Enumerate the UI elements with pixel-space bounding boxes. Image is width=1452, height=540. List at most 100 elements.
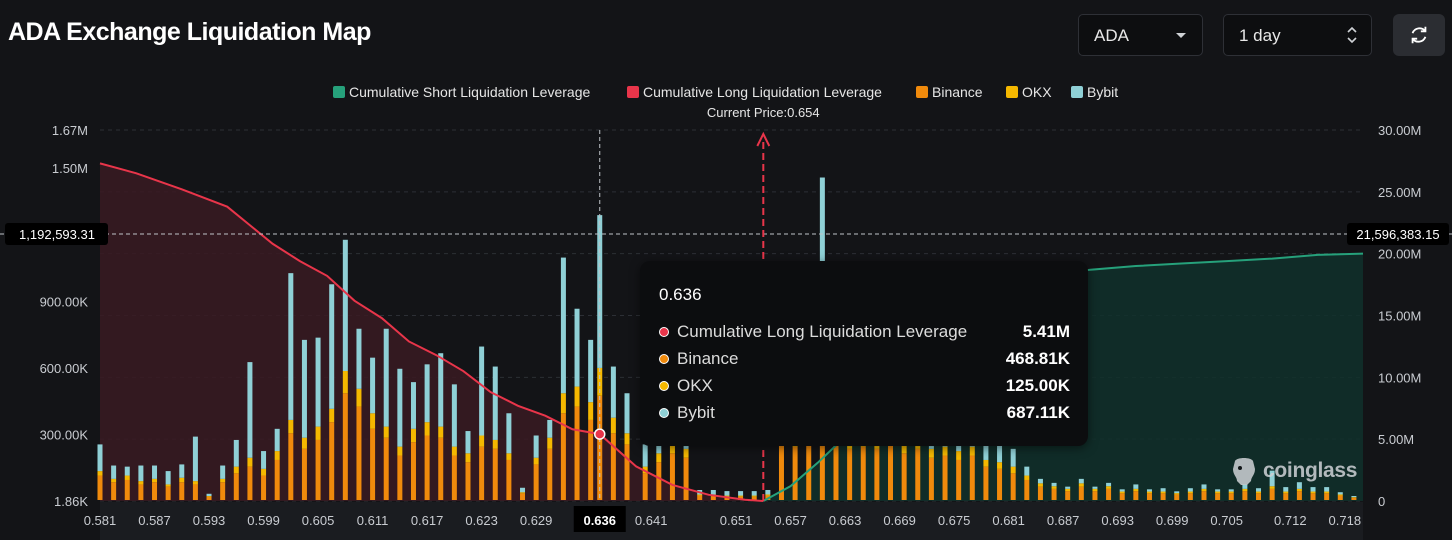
bar-binance bbox=[370, 428, 376, 500]
tooltip-row-name: Bybit bbox=[677, 403, 715, 422]
bar-binance bbox=[1283, 493, 1289, 500]
bar-binance bbox=[383, 437, 389, 500]
bar-bybit bbox=[301, 339, 307, 438]
bar-okx bbox=[179, 477, 185, 483]
bar-bybit bbox=[220, 465, 226, 479]
bar-okx bbox=[410, 428, 416, 443]
bar-okx bbox=[274, 451, 280, 460]
bar-binance bbox=[1146, 493, 1152, 500]
bar-bybit bbox=[751, 491, 757, 496]
x-tick-label: 0.669 bbox=[883, 513, 916, 528]
bar-okx bbox=[111, 478, 117, 483]
bar-okx bbox=[1078, 483, 1084, 487]
bar-okx bbox=[901, 443, 907, 454]
tooltip-title: 0.636 bbox=[659, 285, 702, 304]
bar-okx bbox=[479, 435, 485, 447]
x-tick-label: 0.605 bbox=[302, 513, 335, 528]
bar-bybit bbox=[610, 366, 616, 418]
bar-okx bbox=[261, 468, 267, 476]
x-tick-label: 0.651 bbox=[720, 513, 753, 528]
bar-okx bbox=[751, 495, 757, 497]
long-liquidation-area bbox=[100, 163, 764, 501]
bar-okx bbox=[206, 495, 212, 497]
tooltip-row-value: 468.81K bbox=[1005, 349, 1070, 368]
bar-bybit bbox=[233, 439, 239, 467]
bar-bybit bbox=[1187, 488, 1193, 492]
bar-bybit bbox=[1324, 487, 1330, 492]
bar-okx bbox=[1283, 491, 1289, 494]
legend-label: Bybit bbox=[1087, 84, 1118, 100]
bar-okx bbox=[560, 393, 566, 414]
y-left-tick-label: 1.86K bbox=[54, 494, 88, 509]
crosshair-left-value: 1,192,593.31 bbox=[19, 227, 95, 242]
bar-binance bbox=[833, 444, 839, 500]
bar-okx bbox=[329, 408, 335, 423]
bar-okx bbox=[1310, 491, 1316, 494]
bar-binance bbox=[1065, 491, 1071, 500]
bar-binance bbox=[983, 466, 989, 500]
bar-binance bbox=[860, 446, 866, 500]
bar-binance bbox=[697, 495, 703, 500]
refresh-button[interactable] bbox=[1393, 14, 1445, 56]
bar-binance bbox=[642, 473, 648, 500]
legend-label: Cumulative Long Liquidation Leverage bbox=[643, 84, 882, 100]
x-tick-label: 0.705 bbox=[1210, 513, 1243, 528]
x-tick-label: 0.599 bbox=[247, 513, 280, 528]
bar-binance bbox=[997, 468, 1003, 500]
bar-binance bbox=[206, 496, 212, 500]
bar-bybit bbox=[1201, 484, 1207, 489]
range-select[interactable]: 1 day bbox=[1223, 14, 1372, 56]
bar-binance bbox=[1037, 486, 1043, 500]
bar-bybit bbox=[1283, 487, 1289, 492]
bar-binance bbox=[138, 484, 144, 500]
bar-okx bbox=[138, 481, 144, 485]
y-right-tick-label: 25.00M bbox=[1378, 185, 1421, 200]
bar-binance bbox=[220, 482, 226, 500]
tooltip-row-value: 125.00K bbox=[1005, 376, 1070, 395]
bar-binance bbox=[438, 437, 444, 500]
coinglass-logo-icon bbox=[1233, 458, 1255, 485]
bar-bybit bbox=[1256, 488, 1262, 492]
x-tick-label: 0.699 bbox=[1156, 513, 1189, 528]
y-left-tick-label: 1.67M bbox=[52, 123, 88, 138]
bar-binance bbox=[397, 455, 403, 500]
bar-bybit bbox=[465, 431, 471, 454]
bar-okx bbox=[533, 457, 539, 465]
bar-binance bbox=[247, 466, 253, 500]
bar-bybit bbox=[1092, 486, 1098, 489]
bar-binance bbox=[819, 435, 825, 500]
x-tick-label: 0.587 bbox=[138, 513, 171, 528]
bar-binance bbox=[1078, 486, 1084, 500]
bar-okx bbox=[1106, 486, 1112, 489]
x-tick-label: 0.611 bbox=[357, 513, 389, 528]
bar-okx bbox=[1146, 491, 1152, 494]
bar-binance bbox=[1256, 493, 1262, 500]
legend-swatch bbox=[916, 86, 928, 98]
bar-binance bbox=[847, 448, 853, 500]
bar-okx bbox=[588, 402, 594, 420]
bar-binance bbox=[1092, 491, 1098, 500]
bar-okx bbox=[1051, 486, 1057, 489]
long-liquidation-line bbox=[99, 162, 764, 502]
x-tick-label: 0.593 bbox=[193, 513, 226, 528]
bar-binance bbox=[1024, 479, 1030, 500]
bar-binance bbox=[969, 455, 975, 500]
bar-okx bbox=[597, 367, 603, 396]
bar-okx bbox=[383, 426, 389, 438]
bar-bybit bbox=[588, 339, 594, 403]
bar-binance bbox=[1160, 493, 1166, 500]
symbol-select[interactable]: ADA bbox=[1078, 14, 1203, 56]
bar-binance bbox=[451, 455, 457, 500]
bar-okx bbox=[1351, 497, 1357, 498]
bar-bybit bbox=[97, 444, 103, 472]
legend-label: OKX bbox=[1022, 84, 1052, 100]
bar-binance bbox=[1242, 491, 1248, 500]
x-tick-label: 0.693 bbox=[1101, 513, 1134, 528]
bar-binance bbox=[1051, 488, 1057, 500]
bar-okx bbox=[342, 371, 348, 394]
bar-bybit bbox=[1106, 482, 1112, 487]
bar-okx bbox=[1010, 466, 1016, 474]
bar-bybit bbox=[424, 364, 430, 423]
bar-bybit bbox=[124, 466, 130, 476]
bar-binance bbox=[874, 448, 880, 500]
